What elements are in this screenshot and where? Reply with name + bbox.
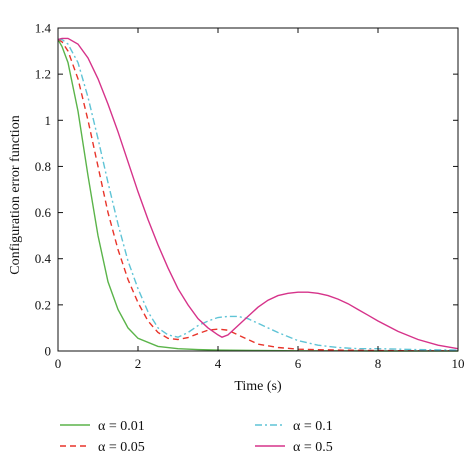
x-tick-label: 6 xyxy=(295,356,302,371)
y-tick-label: 1.2 xyxy=(35,67,51,82)
legend: α = 0.01 α = 0.05 α = 0.1 α = 0.5 xyxy=(60,419,333,455)
axes: 0 2 4 6 8 10 0 0.2 0.4 0.6 0.8 1 1.2 1.4 xyxy=(35,21,465,372)
y-tick-label: 0.6 xyxy=(35,205,52,220)
y-tick-label: 1 xyxy=(45,113,52,128)
legend-label-1: α = 0.01 xyxy=(98,419,145,434)
plot-area xyxy=(57,37,459,352)
series-line-1 xyxy=(57,39,458,352)
legend-label-4: α = 0.5 xyxy=(293,440,333,455)
legend-label-2: α = 0.05 xyxy=(98,440,145,455)
legend-label-3: α = 0.1 xyxy=(293,419,333,434)
x-tick-label: 2 xyxy=(135,356,142,371)
y-tick-label: 0.4 xyxy=(35,251,52,266)
y-tick-label: 1.4 xyxy=(35,21,52,36)
x-tick-label: 4 xyxy=(215,356,222,371)
series-line-2 xyxy=(57,38,458,352)
y-axis-title: Configuration error function xyxy=(8,115,23,274)
x-tick-label: 0 xyxy=(55,356,62,371)
series-line-4 xyxy=(57,37,459,350)
y-tick-label: 0 xyxy=(45,344,52,359)
y-tick-label: 0.8 xyxy=(35,159,51,174)
x-tick-label: 8 xyxy=(375,356,382,371)
plot-frame xyxy=(57,27,459,352)
x-axis-title: Time (s) xyxy=(234,379,282,394)
x-tick-label: 10 xyxy=(452,356,465,371)
y-tick-label: 0.2 xyxy=(35,297,51,312)
series-line-3 xyxy=(58,38,459,351)
